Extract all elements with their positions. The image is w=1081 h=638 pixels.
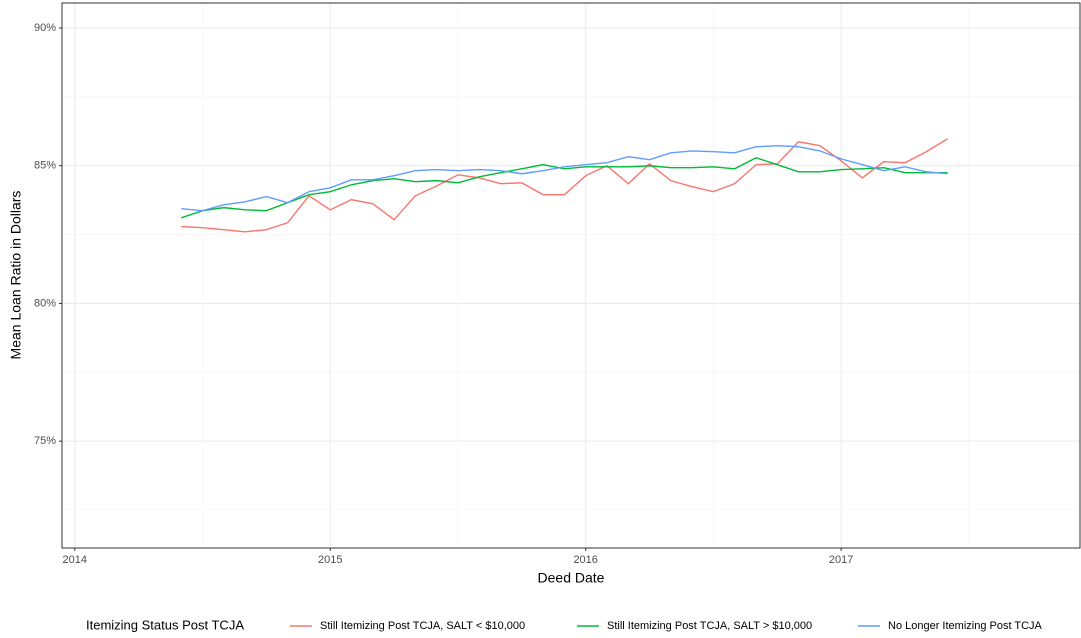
- x-tick-label: 2015: [318, 554, 342, 566]
- y-axis-title: Mean Loan Ratio in Dollars: [8, 191, 24, 360]
- plot-background: [62, 3, 1080, 548]
- legend-label: Still Itemizing Post TCJA, SALT < $10,00…: [320, 620, 525, 632]
- y-tick-label: 85%: [34, 160, 56, 172]
- legend-title: Itemizing Status Post TCJA: [86, 617, 244, 632]
- x-axis-title: Deed Date: [538, 570, 605, 586]
- series-line: [181, 157, 948, 219]
- x-tick-label: 2014: [63, 554, 87, 566]
- legend-label: Still Itemizing Post TCJA, SALT > $10,00…: [607, 620, 812, 632]
- plot-border: [61, 2, 1081, 549]
- y-tick-label: 75%: [34, 435, 56, 447]
- series-line: [181, 138, 949, 233]
- x-tick-label: 2017: [829, 554, 853, 566]
- legend-label: No Longer Itemizing Post TCJA: [888, 620, 1043, 632]
- series-line: [181, 144, 948, 212]
- y-tick-label: 80%: [34, 297, 56, 309]
- y-tick-label: 90%: [34, 22, 56, 34]
- x-tick-label: 2016: [573, 554, 597, 566]
